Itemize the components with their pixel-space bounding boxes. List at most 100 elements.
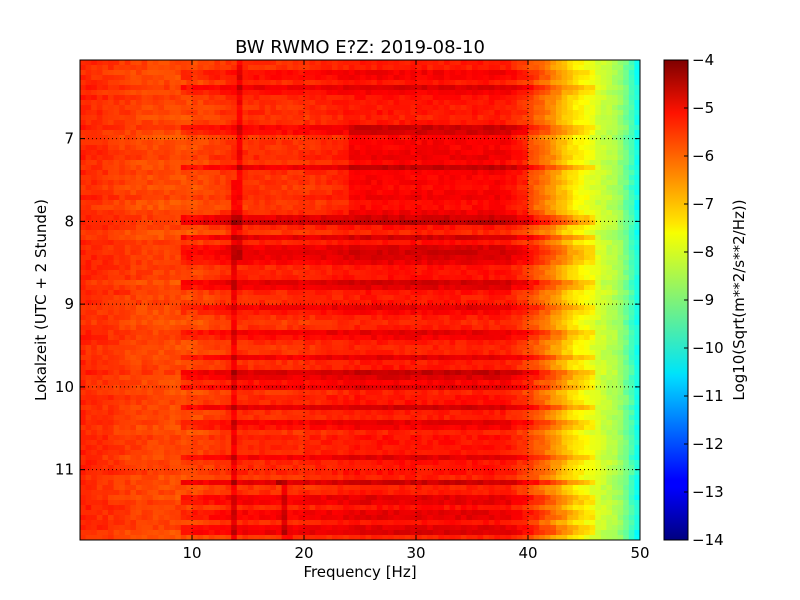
heatmap-cell [500, 285, 507, 291]
heatmap-cell [158, 290, 165, 296]
heatmap-cell [522, 75, 529, 81]
heatmap-cell [354, 155, 361, 161]
heatmap-cell [236, 70, 243, 76]
heatmap-cell [225, 145, 232, 151]
heatmap-cell [516, 285, 523, 291]
heatmap-cell [421, 260, 428, 266]
heatmap-cell [466, 120, 473, 126]
heatmap-cell [80, 270, 87, 276]
heatmap-cell [567, 150, 574, 156]
heatmap-cell [343, 250, 350, 256]
heatmap-cell [136, 155, 143, 161]
heatmap-cell [270, 65, 277, 71]
heatmap-cell [315, 220, 322, 226]
heatmap-cell [152, 140, 159, 146]
heatmap-cell [388, 240, 395, 246]
heatmap-cell [337, 75, 344, 81]
heatmap-cell [438, 170, 445, 176]
heatmap-cell [477, 235, 484, 241]
heatmap-cell [556, 80, 563, 86]
heatmap-cell [304, 200, 311, 206]
heatmap-cell [612, 185, 619, 191]
heatmap-cell [416, 145, 423, 151]
heatmap-cell [365, 280, 372, 286]
heatmap-cell [208, 160, 215, 166]
heatmap-cell [85, 70, 92, 76]
heatmap-cell [483, 225, 490, 231]
heatmap-cell [192, 200, 199, 206]
heatmap-cell [186, 265, 193, 271]
heatmap-cell [343, 265, 350, 271]
heatmap-cell [500, 170, 507, 176]
heatmap-cell [231, 290, 238, 296]
heatmap-cell [169, 260, 176, 266]
heatmap-cell [225, 200, 232, 206]
heatmap-cell [242, 170, 249, 176]
heatmap-cell [270, 250, 277, 256]
heatmap-cell [180, 85, 187, 91]
heatmap-cell [556, 180, 563, 186]
heatmap-cell [309, 215, 316, 221]
heatmap-cell [281, 185, 288, 191]
heatmap-cell [466, 185, 473, 191]
heatmap-cell [152, 300, 159, 306]
heatmap-cell [102, 235, 109, 241]
heatmap-cell [214, 225, 221, 231]
heatmap-cell [388, 75, 395, 81]
heatmap-cell [438, 190, 445, 196]
heatmap-cell [231, 185, 238, 191]
heatmap-cell [180, 135, 187, 141]
heatmap-cell [444, 300, 451, 306]
heatmap-cell [376, 75, 383, 81]
heatmap-cell [343, 150, 350, 156]
heatmap-cell [242, 90, 249, 96]
heatmap-cell [231, 130, 238, 136]
heatmap-cell [455, 210, 462, 216]
heatmap-cell [365, 135, 372, 141]
heatmap-cell [102, 220, 109, 226]
heatmap-cell [561, 155, 568, 161]
heatmap-cell [528, 60, 535, 66]
heatmap-cell [488, 190, 495, 196]
heatmap-cell [371, 140, 378, 146]
heatmap-cell [320, 250, 327, 256]
heatmap-cell [494, 155, 501, 161]
heatmap-cell [556, 135, 563, 141]
heatmap-cell [231, 305, 238, 311]
heatmap-cell [600, 245, 607, 251]
heatmap-cell [595, 210, 602, 216]
heatmap-cell [455, 130, 462, 136]
heatmap-cell [326, 185, 333, 191]
heatmap-cell [253, 90, 260, 96]
heatmap-cell [623, 140, 630, 146]
heatmap-cell [259, 120, 266, 126]
heatmap-cell [528, 95, 535, 101]
heatmap-cell [180, 260, 187, 266]
heatmap-cell [180, 175, 187, 181]
heatmap-cell [130, 80, 137, 86]
heatmap-cell [354, 215, 361, 221]
heatmap-cell [276, 295, 283, 301]
heatmap-cell [567, 290, 574, 296]
heatmap-cell [606, 190, 613, 196]
heatmap-cell [236, 60, 243, 66]
heatmap-cell [108, 280, 115, 286]
heatmap-cell [589, 300, 596, 306]
heatmap-cell [589, 65, 596, 71]
heatmap-cell [141, 200, 148, 206]
heatmap-cell [248, 190, 255, 196]
heatmap-cell [304, 205, 311, 211]
heatmap-cell [264, 300, 271, 306]
heatmap-cell [528, 220, 535, 226]
heatmap-cell [208, 215, 215, 221]
heatmap-cell [477, 275, 484, 281]
heatmap-cell [500, 220, 507, 226]
heatmap-cell [147, 65, 154, 71]
heatmap-cell [376, 275, 383, 281]
heatmap-cell [175, 175, 182, 181]
heatmap-cell [113, 230, 120, 236]
heatmap-cell [438, 215, 445, 221]
heatmap-cell [539, 110, 546, 116]
heatmap-cell [584, 145, 591, 151]
heatmap-cell [253, 80, 260, 86]
